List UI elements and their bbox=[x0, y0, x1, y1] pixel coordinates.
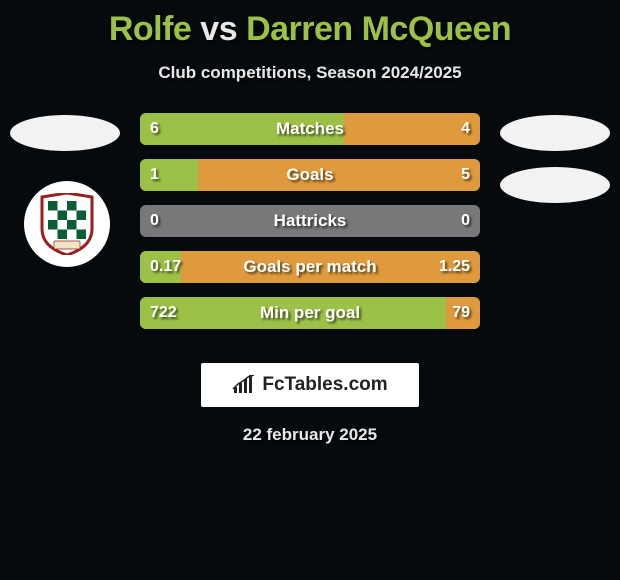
stat-bar: 00Hattricks bbox=[140, 205, 480, 237]
comparison-card: Rolfe vs Darren McQueen Club competition… bbox=[0, 0, 620, 445]
stat-bar: 64Matches bbox=[140, 113, 480, 145]
stats-stage: 64Matches 15Goals 00Hattricks 0.171.25Goals… bbox=[0, 113, 620, 343]
club-badge bbox=[24, 181, 110, 267]
subtitle: Club competitions, Season 2024/2025 bbox=[0, 63, 620, 83]
shield-icon bbox=[40, 193, 94, 255]
stat-bar: 0.171.25Goals per match bbox=[140, 251, 480, 283]
stat-bars: 64Matches 15Goals 00Hattricks 0.171.25Goals… bbox=[140, 113, 480, 343]
bar-label: Matches bbox=[140, 113, 480, 145]
bar-label: Min per goal bbox=[140, 297, 480, 329]
player2-name: Darren McQueen bbox=[246, 10, 511, 48]
right-club-placeholder-2 bbox=[500, 167, 610, 203]
brand-name: FcTables.com bbox=[262, 374, 387, 396]
chart-icon bbox=[232, 375, 256, 395]
left-club-placeholder bbox=[10, 115, 120, 151]
page-title: Rolfe vs Darren McQueen bbox=[0, 10, 620, 49]
bar-label: Hattricks bbox=[140, 205, 480, 237]
stat-bar: 72279Min per goal bbox=[140, 297, 480, 329]
right-club-placeholder bbox=[500, 115, 610, 151]
brand-box: FcTables.com bbox=[201, 363, 419, 407]
date-text: 22 february 2025 bbox=[0, 425, 620, 445]
vs-text: vs bbox=[200, 10, 237, 48]
stat-bar: 15Goals bbox=[140, 159, 480, 191]
player1-name: Rolfe bbox=[109, 10, 192, 48]
bar-label: Goals bbox=[140, 159, 480, 191]
bar-label: Goals per match bbox=[140, 251, 480, 283]
